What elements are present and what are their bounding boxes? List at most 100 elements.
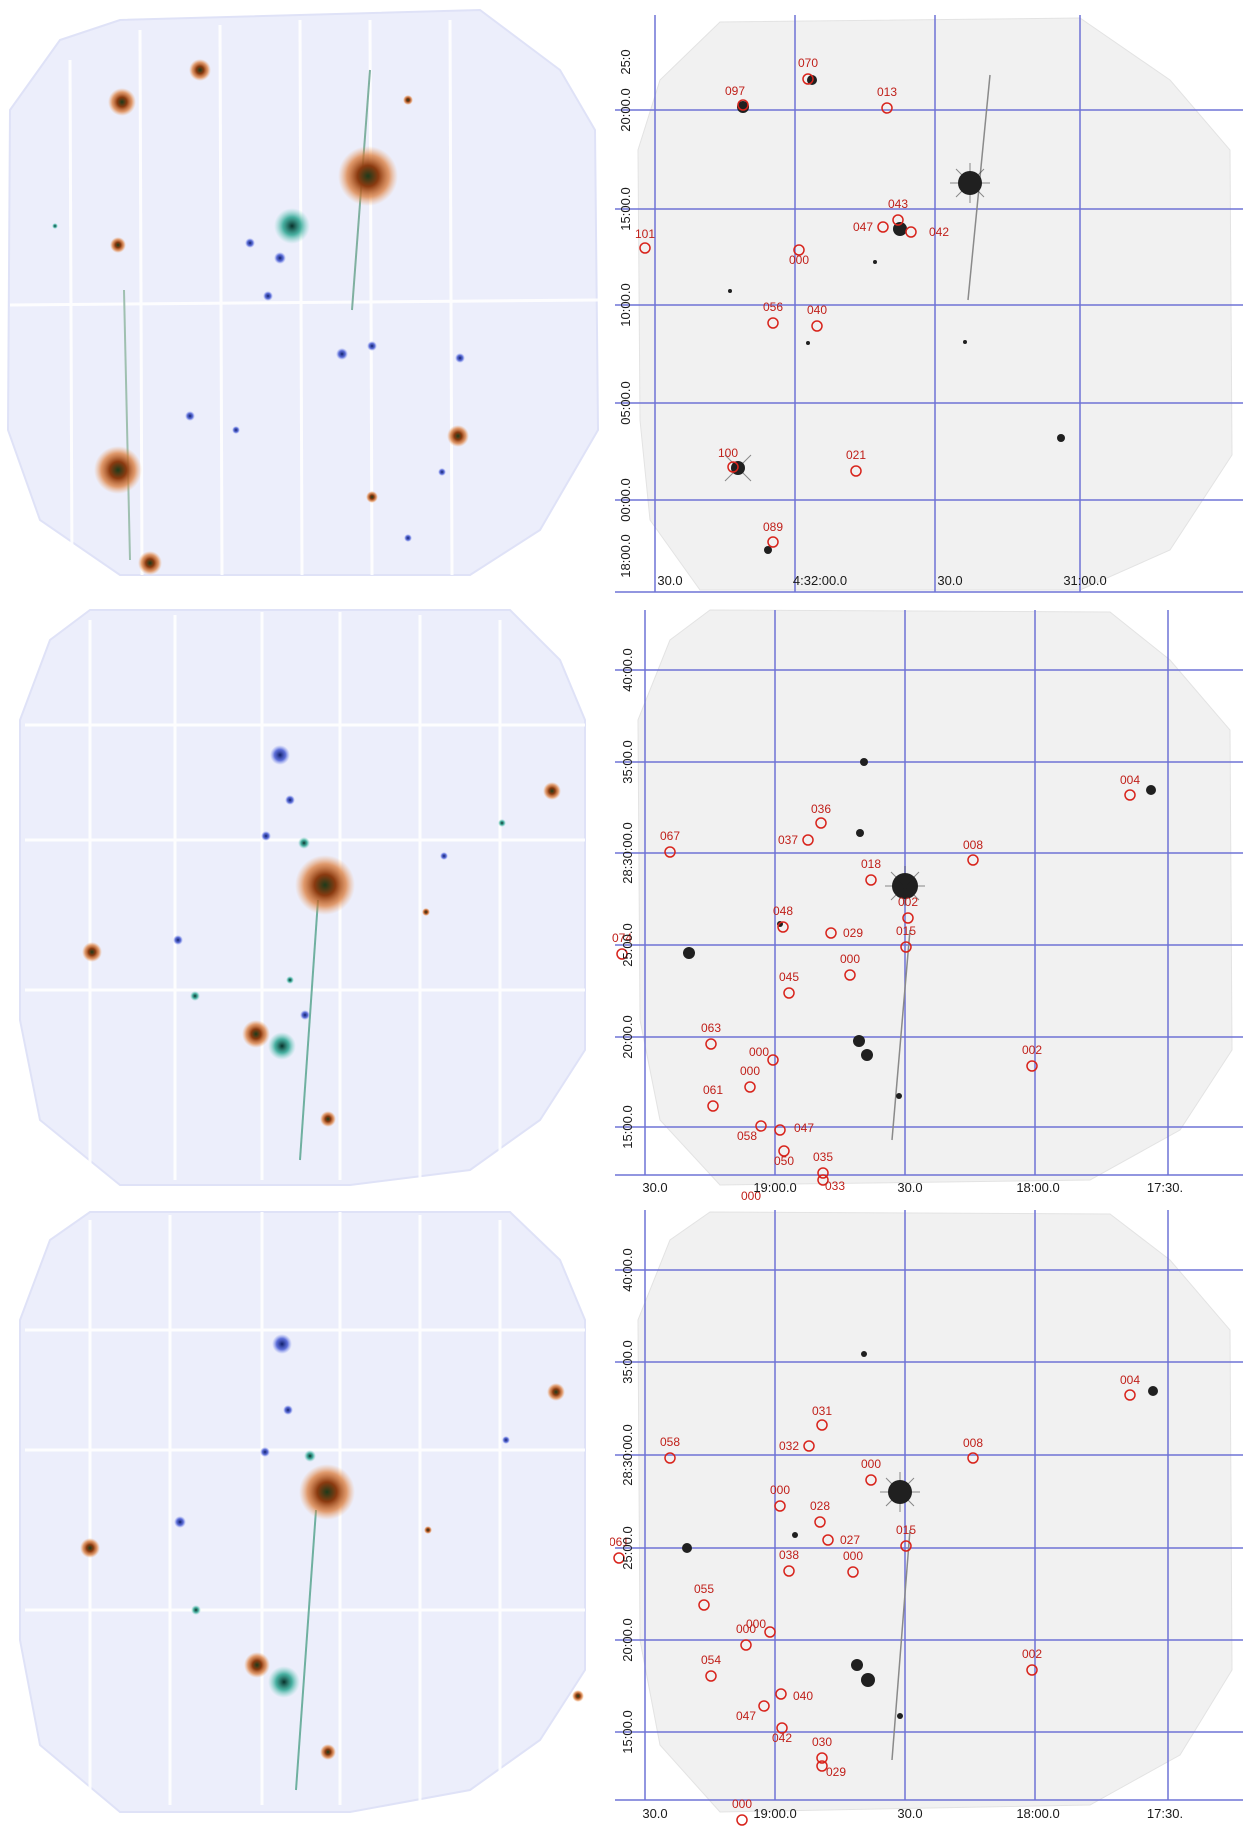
dec-axis-labels: 25:0 20:00.0 15:00.0 10:00.0 05:00.0 00:… — [618, 49, 633, 577]
source-label: 018 — [861, 857, 881, 871]
ra-tick: 30.0 — [657, 573, 682, 588]
source-marker — [775, 1688, 787, 1700]
source-label: 002 — [1022, 1647, 1042, 1661]
source-marker — [664, 846, 676, 858]
ra-tick: 17:30. — [1147, 1806, 1183, 1821]
source-label: 000 — [789, 253, 809, 267]
source-label: 036 — [811, 802, 831, 816]
ra-tick: 31:00.0 — [1063, 573, 1106, 588]
dec-tick: 28:30:00.0 — [620, 1424, 635, 1485]
dec-tick: 25:00.0 — [620, 1526, 635, 1569]
source-marker — [802, 834, 814, 846]
source-marker — [803, 1440, 815, 1452]
source-marker — [815, 817, 827, 829]
source-label: 037 — [778, 833, 798, 847]
dec-tick: 00:00.0 — [618, 478, 633, 521]
source-marker — [793, 244, 805, 256]
dec-tick: 15:00.0 — [618, 187, 633, 230]
source-marker — [865, 1474, 877, 1486]
source-marker — [816, 1760, 828, 1772]
source-label: 042 — [772, 1731, 792, 1745]
source-label: 029 — [843, 926, 863, 940]
dec-tick: 15:00.0 — [620, 1710, 635, 1753]
source-label: 061 — [610, 1535, 629, 1549]
source-marker — [727, 461, 739, 473]
source-marker — [967, 854, 979, 866]
rgb-composite-field-3 — [0, 1200, 600, 1820]
dec-tick: 35:00.0 — [620, 1340, 635, 1383]
source-marker — [705, 1038, 717, 1050]
source-marker — [865, 874, 877, 886]
ra-tick: 17:30. — [1147, 1180, 1183, 1195]
source-label: 047 — [794, 1121, 814, 1135]
source-marker — [900, 941, 912, 953]
source-label: 067 — [660, 829, 680, 843]
source-marker — [755, 1120, 767, 1132]
source-marker — [776, 1722, 788, 1734]
source-label: 008 — [963, 838, 983, 852]
source-label: 050 — [774, 1154, 794, 1168]
source-label: 054 — [701, 1653, 721, 1667]
source-marker — [967, 1452, 979, 1464]
rgb-composite-field-2 — [0, 600, 600, 1190]
source-marker — [811, 320, 823, 332]
source-marker — [767, 536, 779, 548]
source-marker — [705, 1670, 717, 1682]
source-marker — [881, 102, 893, 114]
source-marker — [1124, 1389, 1136, 1401]
dec-tick: 40:00.0 — [620, 648, 635, 691]
dec-tick: 20:00.0 — [620, 1015, 635, 1058]
dec-tick: 20:00.0 — [618, 88, 633, 131]
ra-axis-labels: 30.0 4:32:00.0 30.0 31:00.0 — [657, 573, 1106, 588]
source-label: 008 — [963, 1436, 983, 1450]
dec-tick: 10:00.0 — [618, 283, 633, 326]
source-marker — [613, 1552, 625, 1564]
source-label: 074 — [612, 931, 632, 945]
source-label: 035 — [813, 1150, 833, 1164]
source-label: 032 — [779, 1439, 799, 1453]
source-marker — [1026, 1664, 1038, 1676]
source-marker — [822, 1534, 834, 1546]
source-label: 045 — [779, 970, 799, 984]
dec-tick: 35:00.0 — [620, 740, 635, 783]
source-label: 048 — [773, 904, 793, 918]
source-label: 004 — [1120, 773, 1140, 787]
source-marker — [639, 242, 651, 254]
source-marker — [783, 987, 795, 999]
source-label: 040 — [807, 303, 827, 317]
ra-tick: 30.0 — [642, 1180, 667, 1195]
source-map-field-3: 004 031 032 058 008 000 000 028 027 015 061 038 000 0… — [610, 1200, 1243, 1828]
source-marker — [736, 1814, 748, 1826]
ra-tick: 30.0 — [937, 573, 962, 588]
source-map-field-2: 004 036 037 067 008 018 048 002 074 029 015 000 045 0… — [610, 600, 1243, 1200]
source-label: 070 — [798, 56, 818, 70]
source-marker — [802, 73, 814, 85]
source-marker — [707, 1100, 719, 1112]
source-marker — [740, 1639, 752, 1651]
source-label: 000 — [740, 1064, 760, 1078]
source-label: 040 — [793, 1689, 813, 1703]
source-marker — [664, 1452, 676, 1464]
source-label: 029 — [826, 1765, 846, 1779]
source-marker — [698, 1599, 710, 1611]
source-label: 056 — [763, 300, 783, 314]
source-label: 063 — [701, 1021, 721, 1035]
dec-tick: 25:0 — [618, 49, 633, 74]
source-marker — [847, 1566, 859, 1578]
source-marker — [774, 1500, 786, 1512]
source-marker — [816, 1419, 828, 1431]
source-marker — [817, 1174, 829, 1186]
source-marker — [737, 99, 749, 111]
source-marker — [777, 921, 789, 933]
source-label: 000 — [741, 1189, 761, 1200]
source-marker — [1026, 1060, 1038, 1072]
dec-tick: 28:30:00.0 — [620, 822, 635, 883]
source-label: 028 — [810, 1499, 830, 1513]
dec-tick: 25:00.0 — [620, 923, 635, 966]
source-label: 000 — [736, 1622, 756, 1636]
source-marker — [817, 1167, 829, 1179]
source-marker — [783, 1565, 795, 1577]
source-label: 000 — [840, 952, 860, 966]
ra-tick: 19:00.0 — [753, 1806, 796, 1821]
source-marker — [744, 1081, 756, 1093]
